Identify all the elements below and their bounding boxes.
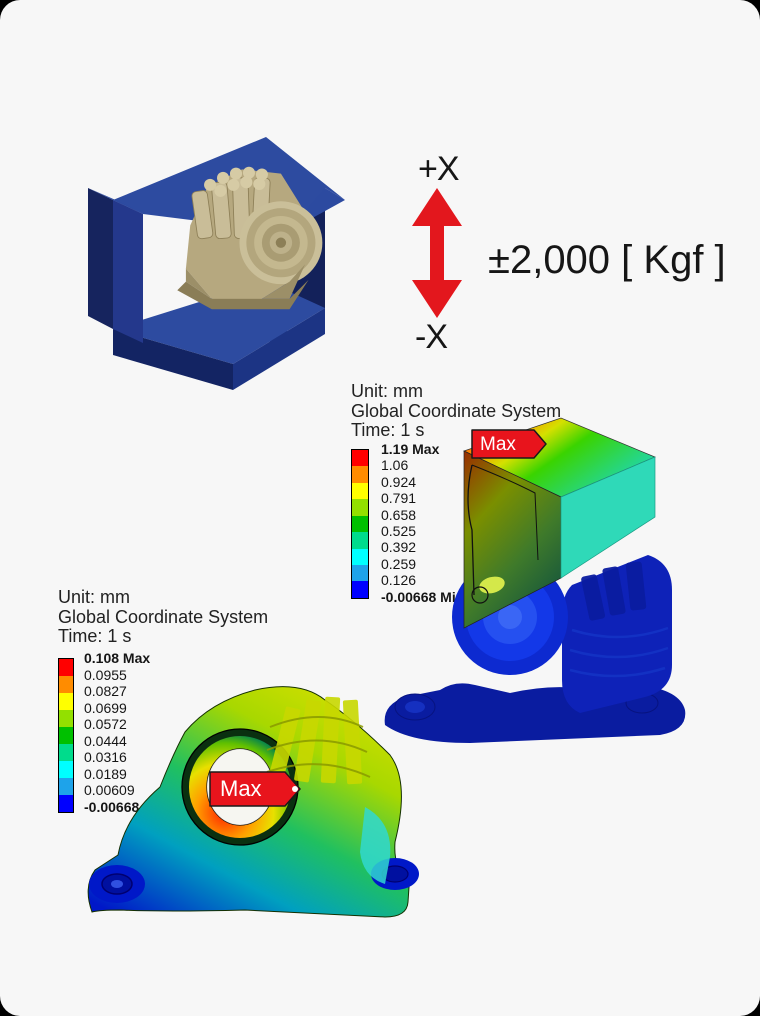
svg-text:Max: Max xyxy=(220,776,262,801)
svg-text:Max: Max xyxy=(480,434,516,455)
